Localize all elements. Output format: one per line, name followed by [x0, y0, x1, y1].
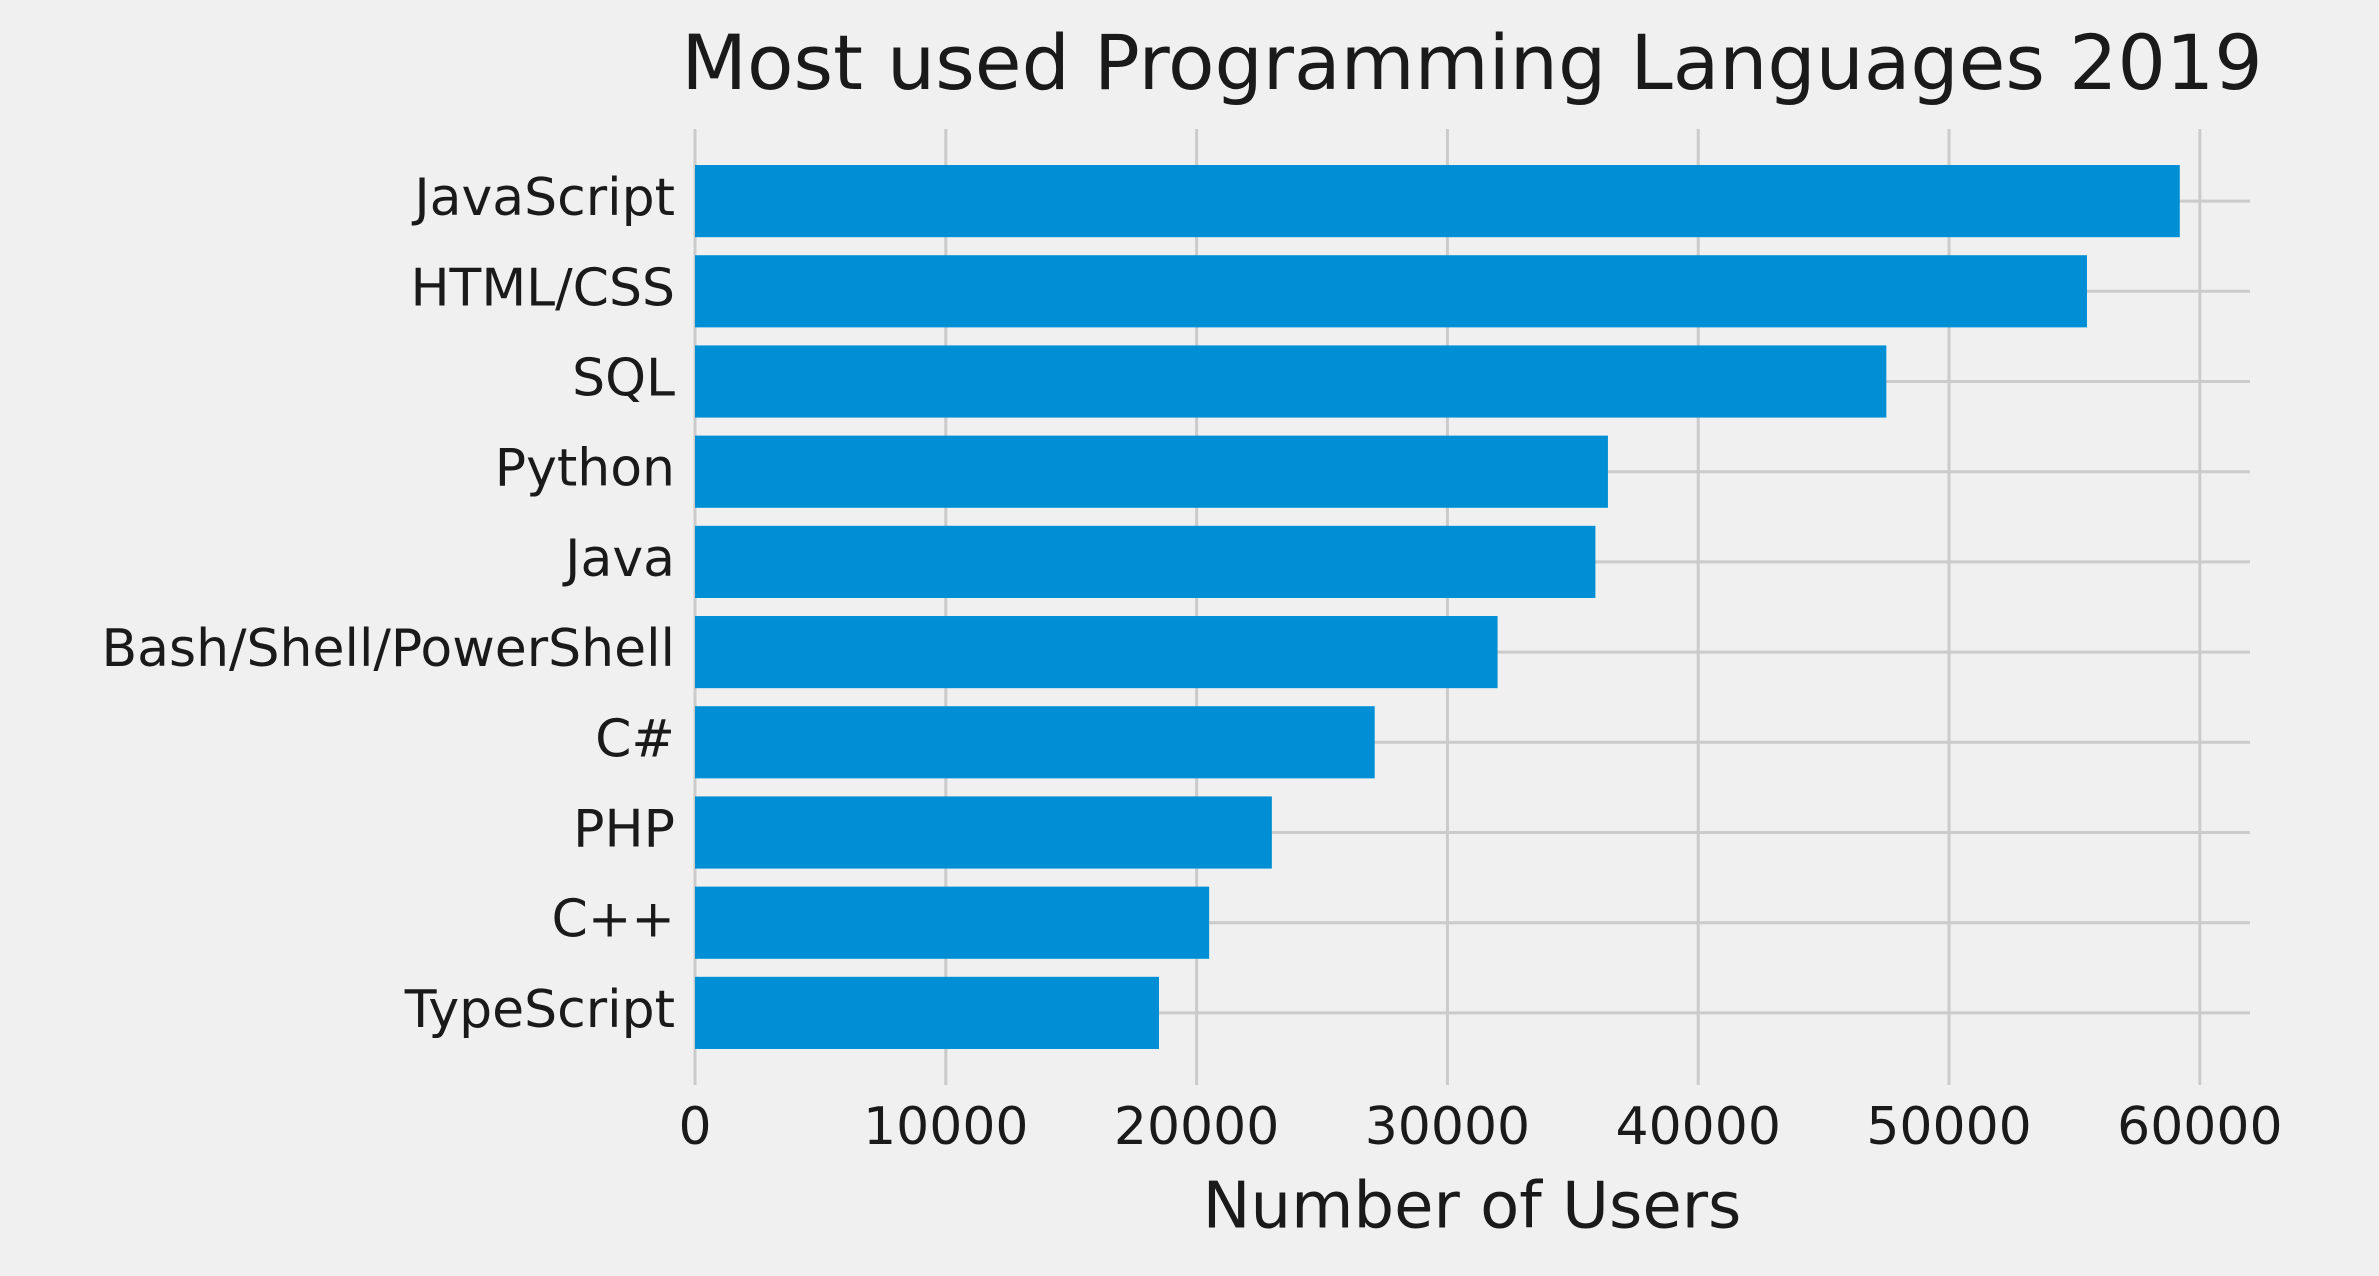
x-tick-label: 0	[678, 1097, 711, 1157]
chart-title: Most used Programming Languages 2019	[681, 18, 2262, 107]
y-tick-label: C++	[552, 890, 675, 950]
y-tick-label: Java	[562, 529, 675, 589]
bar	[695, 255, 2087, 328]
y-tick-label: JavaScript	[411, 168, 675, 228]
x-tick-label: 60000	[2117, 1097, 2282, 1157]
y-tick-label: HTML/CSS	[410, 258, 675, 318]
x-tick-label: 50000	[1866, 1097, 2031, 1157]
x-tick-label: 20000	[1114, 1097, 1279, 1157]
x-tick-label: 30000	[1365, 1097, 1530, 1157]
bar-layer	[695, 165, 2180, 1049]
y-tick-label: TypeScript	[404, 980, 675, 1040]
y-tick-label: Python	[495, 439, 675, 499]
bar	[695, 706, 1375, 779]
y-tick-label: SQL	[572, 349, 675, 409]
x-tick-label: 10000	[863, 1097, 1028, 1157]
y-tick-label: Bash/Shell/PowerShell	[101, 619, 675, 679]
x-tick-label: 40000	[1616, 1097, 1781, 1157]
x-axis-label: Number of Users	[1203, 1170, 1742, 1244]
bar	[695, 616, 1498, 689]
y-tick-label: PHP	[573, 800, 675, 860]
bar	[695, 796, 1272, 869]
bar	[695, 435, 1608, 508]
bar	[695, 976, 1159, 1049]
bar	[695, 165, 2180, 238]
bar	[695, 525, 1596, 598]
bar	[695, 345, 1887, 418]
bar	[695, 886, 1210, 959]
y-tick-label: C#	[595, 709, 675, 769]
